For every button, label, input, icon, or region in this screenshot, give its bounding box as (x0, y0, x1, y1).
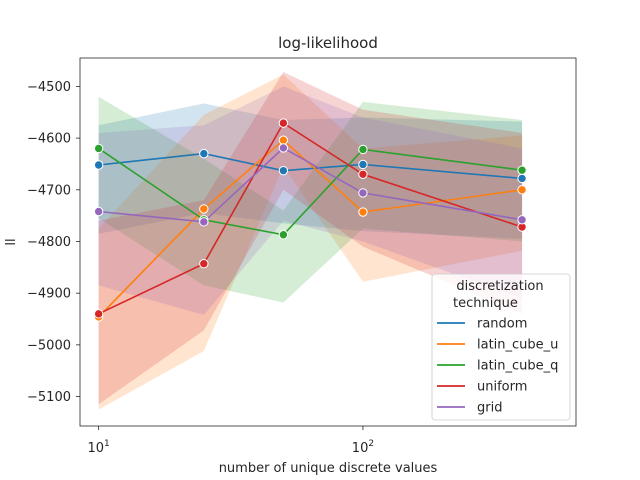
point-grid (278, 143, 289, 153)
point-uniform (93, 309, 104, 319)
point-random (517, 173, 527, 184)
point-latin-cube-u (199, 204, 209, 214)
legend-label-random: random (477, 317, 527, 332)
y-axis-ticks: −5100 −5000 −4900 −4800 −4700 −4600 −4500 (27, 80, 80, 405)
point-uniform (199, 259, 209, 269)
band-uniform (98, 71, 523, 405)
point-random (278, 165, 289, 176)
legend-label-uniform: uniform (477, 380, 527, 395)
y-tick-label: −4600 (27, 132, 71, 147)
legend-label-latin-cube-u: latin_cube_u (477, 338, 558, 353)
point-latin-cube-u (517, 185, 527, 195)
y-tick-label: −4500 (27, 80, 71, 95)
legend: discretization technique random latin_cub… (431, 273, 571, 421)
x-tick-label: 102 (352, 439, 374, 456)
point-uniform (278, 118, 289, 128)
y-tick-label: −4900 (27, 287, 71, 302)
point-grid (517, 215, 527, 225)
plot-frame (79, 57, 577, 427)
point-uniform (358, 169, 368, 179)
chart-title: log-likelihood (278, 34, 378, 52)
point-grid (199, 217, 209, 227)
x-axis-label: number of unique discrete values (219, 461, 438, 476)
point-latin-cube-u (358, 207, 368, 217)
point-latin-cube-u (278, 135, 289, 145)
legend-box (431, 273, 571, 421)
y-axis-label: ll (4, 238, 19, 245)
point-latin-cube-q (358, 144, 368, 155)
y-tick-label: −5000 (27, 338, 71, 353)
point-latin-cube-q (93, 143, 104, 154)
legend-title-line2: technique (453, 296, 518, 311)
band-grid (98, 86, 523, 315)
legend-label-latin-cube-q: latin_cube_q (477, 359, 558, 374)
point-grid (358, 188, 368, 198)
band-latin-cube-q (98, 96, 523, 303)
y-tick-label: −4700 (27, 183, 71, 198)
x-tick-label: 101 (88, 439, 110, 456)
legend-title-line1: discretization (456, 279, 543, 294)
point-latin-cube-q (517, 165, 527, 175)
point-grid (93, 206, 104, 217)
y-tick-label: −5100 (27, 390, 71, 405)
point-random (358, 159, 368, 170)
point-random (199, 148, 209, 159)
y-tick-label: −4800 (27, 235, 71, 250)
point-latin-cube-q (278, 230, 289, 240)
point-random (93, 160, 104, 170)
x-axis-ticks: 101 102 (88, 426, 374, 456)
legend-label-grid: grid (477, 401, 502, 416)
series-markers (93, 118, 527, 322)
